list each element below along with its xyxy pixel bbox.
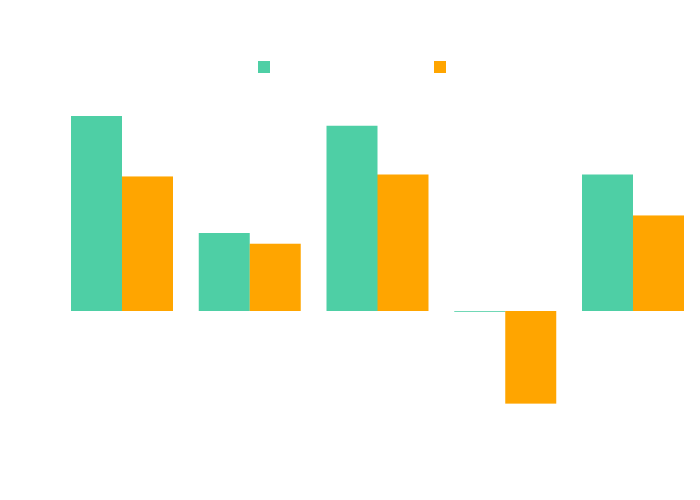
- bars: [71, 116, 684, 404]
- bar-series-2-category-1: [122, 176, 173, 311]
- bar-series-2-category-2: [249, 243, 301, 311]
- bar-series-2-category-3: [377, 174, 429, 311]
- bar-series-1-category-5: [582, 174, 633, 311]
- legend: [258, 61, 446, 73]
- bar-series-1-category-4: [454, 311, 506, 312]
- legend-swatch-series-2: [434, 61, 446, 73]
- bar-series-1-category-1: [71, 116, 122, 311]
- bar-series-1-category-3: [326, 125, 378, 311]
- legend-swatch-series-1: [258, 61, 270, 73]
- bar-series-2-category-5: [633, 215, 684, 311]
- bar-series-1-category-2: [198, 233, 250, 311]
- bar-series-2-category-4: [505, 311, 557, 404]
